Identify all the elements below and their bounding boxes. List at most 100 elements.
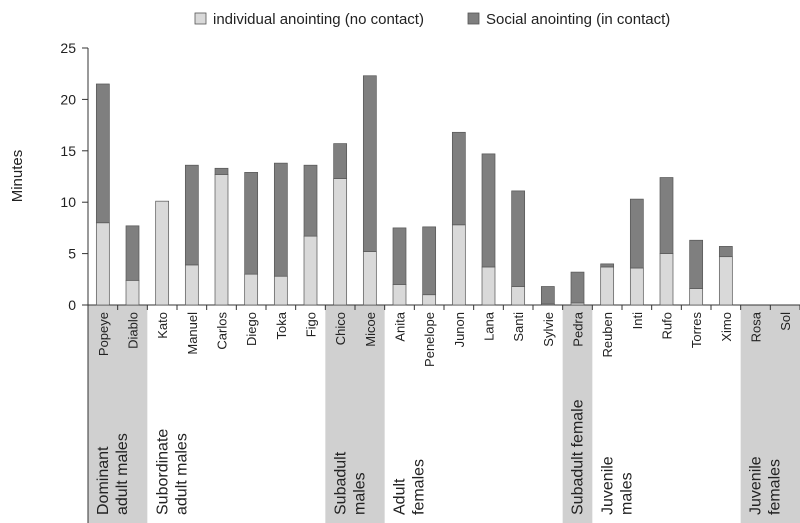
bar-individual-lana <box>481 266 496 306</box>
bar-social-junon <box>451 131 466 226</box>
category-label: Ximo <box>719 312 734 342</box>
group-shading-layer <box>88 305 800 523</box>
group-label-line: females <box>767 459 784 515</box>
bar-social-chico <box>333 143 348 179</box>
legend-label-2: Social anointing (in contact) <box>486 11 670 28</box>
y-tick-label: 15 <box>60 143 76 159</box>
category-label: Toka <box>274 311 289 339</box>
bar-individual-carlos <box>214 174 229 306</box>
group-shade-0 <box>88 305 148 523</box>
bar-social-torres <box>689 239 704 289</box>
group-label-line: Adult <box>392 478 409 515</box>
bar-individual-reuben <box>600 266 615 306</box>
bar-social-manuel <box>184 164 199 266</box>
legend-swatch-2 <box>467 12 480 25</box>
category-labels-layer: Popeye Diablo Kato Manuel Carlos Diego Toka Fig… <box>96 311 793 367</box>
bar-individual-rufo <box>659 253 674 306</box>
bar-social-inti <box>629 198 644 269</box>
y-tick-label: 5 <box>68 246 76 262</box>
category-label: Figo <box>304 312 319 337</box>
group-label-line: Subadult female <box>570 399 587 515</box>
bar-individual-penelope <box>422 294 437 306</box>
category-label: Rosa <box>749 311 764 342</box>
bar-social-reuben <box>600 263 615 268</box>
category-label: Sylvie <box>541 312 556 347</box>
group-label-line: females <box>411 459 428 515</box>
bar-individual-ximo <box>718 256 733 306</box>
bar-social-santi <box>511 190 526 287</box>
category-label: Kato <box>155 312 170 339</box>
bar-social-carlos <box>214 167 229 175</box>
bar-individual-chico <box>333 178 348 306</box>
bar-individual-diego <box>244 273 259 306</box>
bar-individual-anita <box>392 284 407 306</box>
group-label: Dominant adult males <box>95 433 131 515</box>
group-label-line: Subordinate <box>154 429 171 515</box>
bar-social-diego <box>244 172 259 275</box>
category-label: Chico <box>333 312 348 345</box>
bar-individual-inti <box>629 267 644 306</box>
bar-individual-diablo <box>125 279 140 306</box>
y-tick-label: 25 <box>60 40 76 56</box>
category-label: Carlos <box>215 312 230 350</box>
bar-individual-manuel <box>184 264 199 306</box>
group-label-line: Juvenile <box>599 456 616 515</box>
bar-social-micoe <box>362 75 377 252</box>
legend: individual anointing (no contact) Social … <box>194 11 670 28</box>
category-label: Micoe <box>363 312 378 347</box>
bar-social-toka <box>273 162 288 277</box>
category-label: Inti <box>630 312 645 329</box>
category-label: Rufo <box>660 312 675 339</box>
group-label-line: males <box>351 472 368 515</box>
bar-social-diablo <box>125 225 140 281</box>
group-label: Subadult female <box>570 399 587 515</box>
bar-individual-figo <box>303 235 318 306</box>
category-label: Santi <box>511 312 526 342</box>
category-label: Lana <box>482 311 497 341</box>
y-axis-title: Minutes <box>9 150 26 203</box>
group-label-line: Juvenile <box>748 456 765 515</box>
bar-individual-micoe <box>362 251 377 306</box>
bar-individual-santi <box>511 286 526 306</box>
group-label: Subordinate adult males <box>154 429 190 515</box>
category-label: Torres <box>689 312 704 349</box>
axes: 0 5 10 15 20 25 Minutes <box>9 40 800 523</box>
group-label: Adult females <box>392 459 428 515</box>
group-shade-4 <box>562 305 593 523</box>
group-label-line: adult males <box>114 433 131 515</box>
bar-social-popeye <box>95 83 110 224</box>
category-label: Reuben <box>600 312 615 358</box>
y-tick-label: 20 <box>60 91 76 107</box>
bar-social-figo <box>303 164 318 237</box>
bar-social-pedra <box>570 271 585 304</box>
y-tick-label: 10 <box>60 194 76 210</box>
category-label: Popeye <box>96 312 111 356</box>
bar-individual-popeye <box>95 222 110 306</box>
bar-social-penelope <box>422 226 437 296</box>
group-labels-layer: Dominant adult males Subordinate adult male… <box>95 399 784 515</box>
bar-social-ximo <box>718 246 733 258</box>
group-label-line: Subadult <box>332 451 349 515</box>
category-label: Anita <box>393 311 408 341</box>
category-label: Diablo <box>126 312 141 349</box>
bar-social-lana <box>481 153 496 268</box>
group-label-line: males <box>618 472 635 515</box>
category-label: Junon <box>452 312 467 347</box>
category-label: Diego <box>244 312 259 346</box>
bar-social-sylvie <box>540 286 555 305</box>
y-tick-label: 0 <box>68 297 76 313</box>
legend-label-1: individual anointing (no contact) <box>213 11 424 28</box>
bar-individual-kato <box>155 200 170 306</box>
legend-swatch-1 <box>194 12 207 25</box>
category-label: Manuel <box>185 312 200 355</box>
group-label: Subadult males <box>332 451 368 515</box>
group-label: Juvenile males <box>599 456 635 515</box>
bar-individual-torres <box>689 288 704 306</box>
group-shade-2 <box>325 305 385 523</box>
group-label-line: Dominant <box>95 446 112 515</box>
group-label: Juvenile females <box>748 456 784 515</box>
bar-individual-toka <box>273 275 288 306</box>
bar-individual-junon <box>451 224 466 306</box>
category-label: Sol <box>778 312 793 331</box>
